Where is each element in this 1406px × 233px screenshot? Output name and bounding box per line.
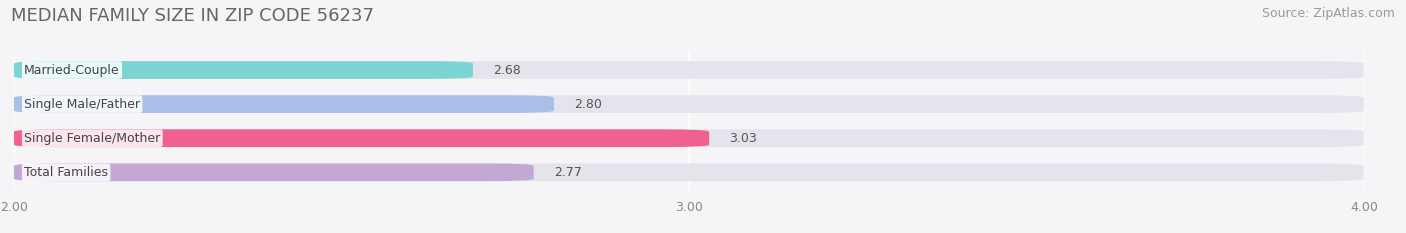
FancyBboxPatch shape	[14, 163, 1364, 181]
Text: MEDIAN FAMILY SIZE IN ZIP CODE 56237: MEDIAN FAMILY SIZE IN ZIP CODE 56237	[11, 7, 374, 25]
FancyBboxPatch shape	[14, 129, 709, 147]
Text: 2.80: 2.80	[574, 98, 602, 111]
FancyBboxPatch shape	[14, 95, 1364, 113]
FancyBboxPatch shape	[14, 61, 1364, 79]
Text: 2.68: 2.68	[494, 64, 522, 76]
FancyBboxPatch shape	[14, 61, 472, 79]
Text: 3.03: 3.03	[730, 132, 758, 145]
Text: Source: ZipAtlas.com: Source: ZipAtlas.com	[1261, 7, 1395, 20]
Text: 2.77: 2.77	[554, 166, 582, 179]
FancyBboxPatch shape	[14, 95, 554, 113]
Text: Single Female/Mother: Single Female/Mother	[24, 132, 160, 145]
Text: Married-Couple: Married-Couple	[24, 64, 120, 76]
FancyBboxPatch shape	[14, 163, 534, 181]
Text: Single Male/Father: Single Male/Father	[24, 98, 141, 111]
Text: Total Families: Total Families	[24, 166, 108, 179]
FancyBboxPatch shape	[14, 129, 1364, 147]
